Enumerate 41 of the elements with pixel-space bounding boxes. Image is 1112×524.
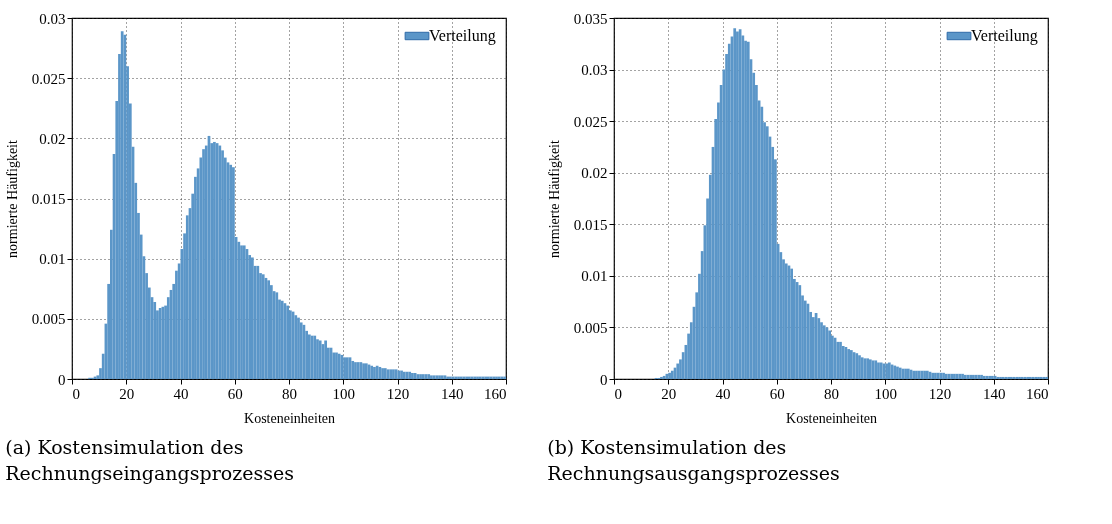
y-tick-label: 0.015 (573, 216, 608, 233)
y-tick-label: 0 (600, 371, 608, 388)
legend-label: Verteilung (429, 27, 496, 45)
x-tick-label: 0 (72, 385, 80, 402)
x-axis-title: Kosteneinheiten (786, 410, 877, 426)
text: (b) Kostensimulation des Rechnungsausgangsprozesses (547, 436, 840, 484)
x-tick-label: 100 (332, 385, 355, 402)
x-tick-label: 120 (386, 385, 410, 402)
y-tick-label: 0.02 (581, 165, 608, 182)
x-tick-label: 80 (282, 385, 297, 402)
x-tick-label: 140 (983, 385, 1006, 402)
x-tick-label: 20 (119, 385, 135, 402)
x-tick-label: 140 (441, 385, 464, 402)
x-tick-label: 40 (715, 385, 731, 402)
y-axis-title: normierte Häufigkeit (546, 140, 562, 258)
y-tick-label: 0.005 (31, 311, 66, 328)
y-tick-label: 0.025 (31, 70, 66, 87)
x-tick-label: 160 (484, 385, 507, 402)
x-tick-label: 0 (614, 385, 622, 402)
y-tick-label: 0.03 (39, 10, 66, 27)
x-tick-label: 160 (1026, 385, 1049, 402)
y-tick-label: 0.02 (39, 130, 66, 147)
x-tick-label: 40 (173, 385, 189, 402)
x-tick-label: 60 (769, 385, 785, 402)
x-tick-label: 120 (928, 385, 952, 402)
y-axis-title: normierte Häufigkeit (4, 140, 20, 258)
y-tick-label: 0.01 (581, 268, 608, 285)
x-tick-label: 60 (227, 385, 243, 402)
y-tick-label: 0.025 (573, 113, 608, 130)
y-tick-label: 0.015 (31, 191, 66, 207)
y-tick-label: 0.035 (573, 10, 608, 27)
x-axis-title: Kosteneinheiten (244, 410, 335, 426)
text: (a) Kostensimulation des Rechnungseingangsprozesses (5, 436, 294, 484)
legend-label: Verteilung (971, 27, 1038, 45)
y-tick-label: 0.005 (573, 319, 608, 336)
y-tick-label: 0.01 (39, 251, 66, 268)
y-tick-label: 0.03 (581, 62, 608, 79)
y-tick-label: 0 (58, 371, 66, 388)
x-tick-label: 100 (874, 385, 897, 402)
x-tick-label: 20 (661, 385, 677, 402)
x-tick-label: 80 (824, 385, 839, 402)
